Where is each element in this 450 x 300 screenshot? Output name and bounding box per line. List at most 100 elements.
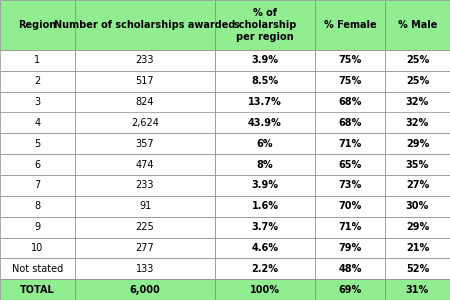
Bar — [385, 71, 450, 92]
Bar — [315, 112, 385, 133]
Text: 75%: 75% — [338, 56, 362, 65]
Text: 1: 1 — [35, 56, 40, 65]
Bar — [75, 175, 215, 196]
Text: 70%: 70% — [338, 201, 362, 211]
Text: Not stated: Not stated — [12, 264, 63, 274]
Text: 79%: 79% — [338, 243, 362, 253]
Bar — [0, 258, 75, 279]
Bar — [215, 279, 315, 300]
Bar — [75, 92, 215, 112]
Bar — [215, 217, 315, 238]
Text: 3.9%: 3.9% — [252, 180, 279, 190]
Text: 517: 517 — [136, 76, 154, 86]
Bar — [315, 279, 385, 300]
Bar — [0, 133, 75, 154]
Bar — [385, 279, 450, 300]
Bar — [0, 50, 75, 71]
Text: 357: 357 — [136, 139, 154, 149]
Bar — [385, 112, 450, 133]
Text: 21%: 21% — [406, 243, 429, 253]
Text: 71%: 71% — [338, 222, 362, 232]
Text: 48%: 48% — [338, 264, 362, 274]
Bar — [315, 217, 385, 238]
Text: % Male: % Male — [398, 20, 437, 30]
Bar — [215, 133, 315, 154]
Bar — [315, 71, 385, 92]
Text: 32%: 32% — [406, 118, 429, 128]
Text: 2: 2 — [34, 76, 40, 86]
Bar — [385, 154, 450, 175]
Bar — [215, 238, 315, 258]
Text: 10: 10 — [32, 243, 44, 253]
Bar — [0, 175, 75, 196]
Bar — [385, 238, 450, 258]
Text: 43.9%: 43.9% — [248, 118, 282, 128]
Text: 9: 9 — [35, 222, 40, 232]
Text: 4: 4 — [35, 118, 40, 128]
Bar — [0, 238, 75, 258]
Bar — [315, 196, 385, 217]
Bar — [0, 217, 75, 238]
Bar — [215, 92, 315, 112]
Text: % Female: % Female — [324, 20, 376, 30]
Bar — [75, 238, 215, 258]
Bar — [385, 217, 450, 238]
Bar — [315, 50, 385, 71]
Bar — [215, 258, 315, 279]
Bar — [315, 238, 385, 258]
Bar — [0, 279, 75, 300]
Bar — [385, 175, 450, 196]
Bar — [385, 50, 450, 71]
Bar — [385, 133, 450, 154]
Bar — [215, 50, 315, 71]
Text: 225: 225 — [135, 222, 154, 232]
Text: 824: 824 — [136, 97, 154, 107]
Text: 233: 233 — [136, 56, 154, 65]
Text: 3.7%: 3.7% — [252, 222, 279, 232]
Text: 2,624: 2,624 — [131, 118, 159, 128]
Text: Region: Region — [18, 20, 57, 30]
Text: 277: 277 — [135, 243, 154, 253]
Text: 52%: 52% — [406, 264, 429, 274]
Text: 6,000: 6,000 — [130, 285, 160, 295]
Text: 31%: 31% — [406, 285, 429, 295]
Text: 474: 474 — [136, 160, 154, 170]
Bar — [215, 154, 315, 175]
Text: 65%: 65% — [338, 160, 362, 170]
Text: 3.9%: 3.9% — [252, 56, 279, 65]
Bar — [0, 92, 75, 112]
Text: 8: 8 — [35, 201, 40, 211]
Bar — [75, 50, 215, 71]
Bar — [75, 112, 215, 133]
Text: 3: 3 — [35, 97, 40, 107]
Bar — [385, 196, 450, 217]
Text: 5: 5 — [34, 139, 40, 149]
Text: 69%: 69% — [338, 285, 362, 295]
Text: 30%: 30% — [406, 201, 429, 211]
Bar — [215, 71, 315, 92]
Text: 233: 233 — [136, 180, 154, 190]
Text: 91: 91 — [139, 201, 151, 211]
Bar — [75, 258, 215, 279]
Text: 133: 133 — [136, 264, 154, 274]
Bar — [315, 258, 385, 279]
Bar — [215, 0, 315, 50]
Text: 8.5%: 8.5% — [252, 76, 279, 86]
Bar — [215, 175, 315, 196]
Text: % of
scholarship
per region: % of scholarship per region — [233, 8, 297, 42]
Text: 1.6%: 1.6% — [252, 201, 279, 211]
Bar — [215, 112, 315, 133]
Text: 73%: 73% — [338, 180, 362, 190]
Bar — [215, 196, 315, 217]
Bar — [385, 0, 450, 50]
Text: 4.6%: 4.6% — [252, 243, 279, 253]
Bar — [315, 133, 385, 154]
Bar — [0, 196, 75, 217]
Text: 68%: 68% — [338, 97, 362, 107]
Text: 7: 7 — [34, 180, 40, 190]
Text: 25%: 25% — [406, 56, 429, 65]
Text: 71%: 71% — [338, 139, 362, 149]
Bar — [315, 175, 385, 196]
Bar — [75, 154, 215, 175]
Bar — [315, 92, 385, 112]
